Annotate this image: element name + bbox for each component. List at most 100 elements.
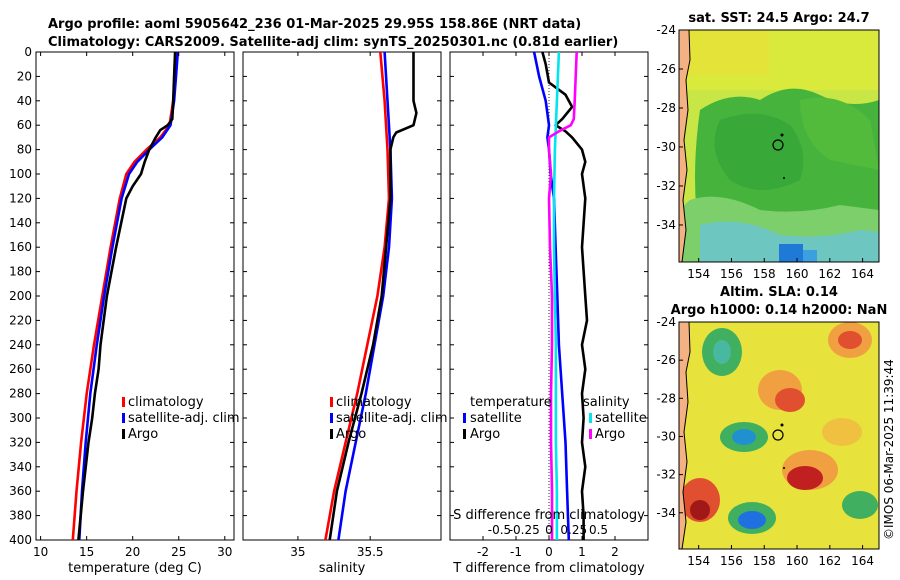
- legend-temp-argo: Argo: [470, 427, 500, 442]
- depth-tick-label: 40: [17, 94, 32, 108]
- x-tick-label: -1: [510, 545, 522, 559]
- temperature-legend: climatology satellite-adj. clim Argo: [122, 395, 240, 442]
- map-y-tick-label: -26: [656, 62, 676, 76]
- legend-sal-satellite: satellite: [595, 411, 647, 426]
- series-satellite-adj-clim: [337, 52, 394, 540]
- temperature-axes-frame: [35, 51, 235, 541]
- sst-map: sat. SST: 24.5 Argo: 24.7 154 156 158 160 16…: [656, 11, 880, 281]
- depth-tick-label: 360: [9, 484, 32, 498]
- depth-tick-label: 180: [9, 265, 32, 279]
- salinity-legend: climatology satellite-adj. clim Argo: [330, 395, 448, 442]
- legend-temp-satellite: satellite: [470, 411, 522, 426]
- depth-tick-label: 220: [9, 313, 32, 327]
- map-y-tick-label: -32: [656, 179, 676, 193]
- sla-map-title-2: Argo h1000: 0.14 h2000: NaN: [671, 303, 888, 318]
- map-y-tick-label: -30: [656, 140, 676, 154]
- map-y-tick-label: -24: [656, 23, 676, 37]
- s-tick-label: 0.5: [589, 523, 608, 537]
- depth-tick-label: 160: [9, 240, 32, 254]
- legend-swatch-sal-argo: [589, 429, 592, 439]
- map-y-tick-label: -26: [656, 353, 676, 367]
- legend-satellite-adj: satellite-adj. clim: [128, 411, 240, 426]
- s-tick-label: 0: [545, 523, 553, 537]
- legend-swatch-temp-satellite: [463, 413, 466, 423]
- salinity-xlabel: salinity: [319, 561, 366, 576]
- legend-climatology: climatology: [128, 395, 204, 410]
- salinity-difference-label: S difference from climatology: [453, 508, 645, 523]
- x-tick-label: 0: [545, 545, 553, 559]
- depth-tick-label: 20: [17, 69, 32, 83]
- map-x-tick-label: 160: [786, 554, 809, 568]
- series-climatology: [324, 52, 391, 540]
- map-x-tick-label: 162: [818, 267, 841, 281]
- map-y-tick-label: -30: [656, 429, 676, 443]
- map-x-tick-label: 156: [720, 554, 743, 568]
- x-tick-label: -2: [477, 545, 489, 559]
- map-x-tick-label: 158: [753, 267, 776, 281]
- legend-argo: Argo: [336, 427, 366, 442]
- difference-panel: -2 -1 0 1 2 -0.5-0.25 0 0.25 0.5 T difference fr…: [449, 51, 649, 576]
- map-x-tick-label: 158: [753, 554, 776, 568]
- series-salinity-argo: [547, 52, 578, 540]
- depth-tick-label: 80: [17, 143, 32, 157]
- depth-tick-label: 320: [9, 435, 32, 449]
- map-y-tick-label: -28: [656, 391, 676, 405]
- x-tick-label: 2: [611, 545, 619, 559]
- map-x-tick-label: 162: [818, 554, 841, 568]
- sla-map-frame: [678, 321, 880, 550]
- x-tick-label: 25: [171, 545, 186, 559]
- depth-tick-label: 280: [9, 387, 32, 401]
- legend-climatology: climatology: [336, 395, 412, 410]
- map-y-tick-label: -24: [656, 315, 676, 329]
- imos-watermark: ©IMOS 06-Mar-2025 11:39:44: [882, 359, 896, 540]
- legend-swatch-sal-satellite: [589, 413, 592, 423]
- legend-swatch-satellite-adj: [330, 413, 333, 423]
- sst-map-frame: [678, 29, 880, 263]
- sla-field: [679, 322, 879, 549]
- map-x-tick-label: 160: [786, 267, 809, 281]
- title-line-2: Climatology: CARS2009. Satellite-adj cli…: [48, 35, 618, 50]
- x-tick-label: 35.5: [357, 545, 384, 559]
- sla-map: Altim. SLA: 0.14 Argo h1000: 0.14 h2000:…: [656, 285, 887, 568]
- map-x-tick-label: 164: [851, 267, 874, 281]
- depth-tick-label: 400: [9, 533, 32, 547]
- legend-salinity-heading: salinity: [583, 395, 630, 410]
- series-argo: [77, 52, 177, 540]
- depth-tick-label: 60: [17, 118, 32, 132]
- depth-tick-label: 140: [9, 216, 32, 230]
- depth-tick-label: 240: [9, 338, 32, 352]
- s-tick-label: -0.5: [488, 523, 511, 537]
- map-x-tick-label: 156: [720, 267, 743, 281]
- map-y-tick-label: -28: [656, 101, 676, 115]
- series-argo: [328, 52, 418, 540]
- x-tick-label: 30: [217, 545, 232, 559]
- depth-tick-label: 0: [24, 45, 32, 59]
- temperature-panel: 10 15 20 25 30 0 20 40 60 80 100 120 140 160 180 200 22…: [9, 45, 240, 576]
- temperature-xlabel: temperature (deg C): [68, 561, 202, 576]
- x-tick-label: 35: [290, 545, 305, 559]
- legend-argo: Argo: [128, 427, 158, 442]
- difference-xlabel: T difference from climatology: [452, 561, 645, 576]
- x-tick-label: 20: [125, 545, 140, 559]
- argo-position-marker: [772, 429, 784, 441]
- depth-tick-label: 120: [9, 191, 32, 205]
- argo-position-marker: [772, 139, 784, 151]
- x-tick-label: 1: [578, 545, 586, 559]
- depth-tick-label: 300: [9, 411, 32, 425]
- map-x-tick-label: 154: [687, 554, 710, 568]
- legend-sal-argo: Argo: [595, 427, 625, 442]
- legend-temperature-heading: temperature: [470, 395, 552, 410]
- legend-satellite-adj: satellite-adj. clim: [336, 411, 448, 426]
- depth-tick-label: 380: [9, 509, 32, 523]
- sst-map-title: sat. SST: 24.5 Argo: 24.7: [688, 11, 869, 26]
- x-tick-label: 15: [79, 545, 94, 559]
- map-x-tick-label: 164: [851, 554, 874, 568]
- map-x-tick-label: 154: [687, 267, 710, 281]
- map-y-tick-label: -34: [656, 506, 676, 520]
- legend-swatch-climatology: [122, 397, 125, 407]
- sla-map-title-1: Altim. SLA: 0.14: [720, 285, 838, 300]
- depth-tick-label: 200: [9, 289, 32, 303]
- depth-tick-label: 340: [9, 460, 32, 474]
- depth-tick-label: 260: [9, 362, 32, 376]
